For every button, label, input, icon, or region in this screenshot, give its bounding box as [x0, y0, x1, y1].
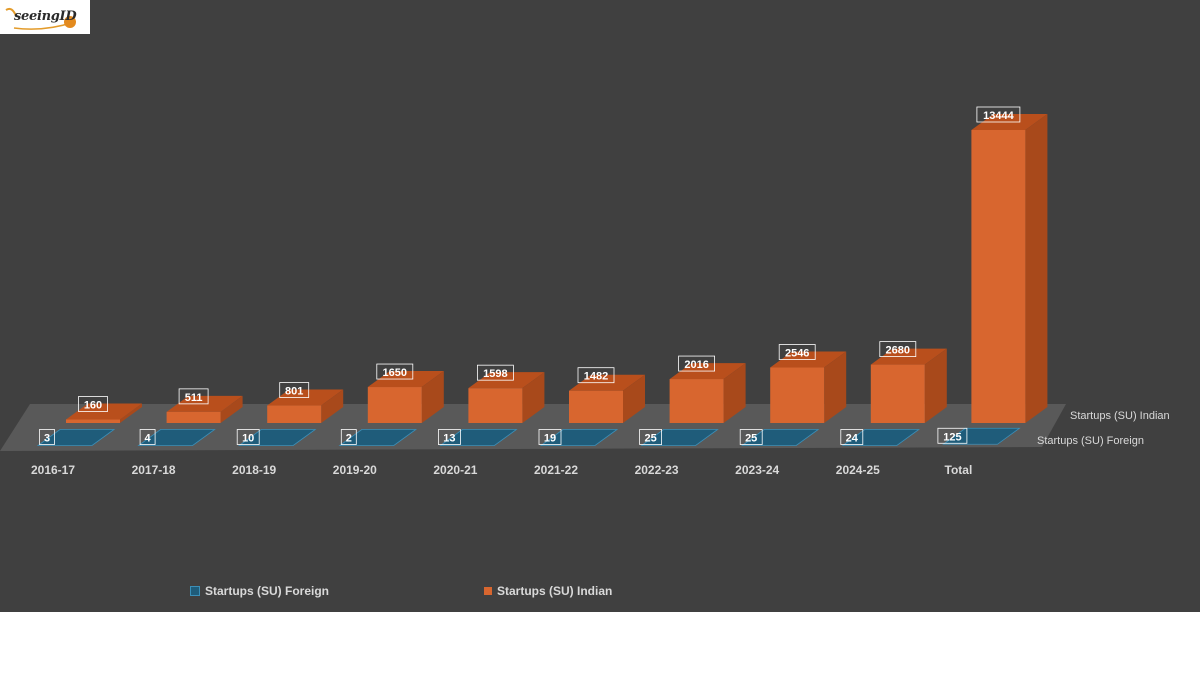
indian-bar-2020-21 [468, 388, 523, 423]
indian-value-label-2021-22-box [577, 367, 615, 384]
indian-value-label-2016-17-box [78, 396, 108, 412]
indian-value-label-2023-24: 2546 [785, 348, 809, 360]
indian-value-label-2018-19: 801 [285, 386, 303, 398]
legend-item-indian[interactable]: Startups (SU) Indian [484, 584, 612, 598]
foreign-bar-2019-20 [338, 429, 418, 446]
foreign-bar-2017-18 [137, 429, 216, 446]
indian-value-label-2024-25: 2680 [886, 345, 910, 357]
foreign-value-label-Total-box [937, 427, 968, 444]
indian-value-label-2022-23: 2016 [684, 359, 708, 371]
indian-bar-2017-18 [166, 411, 221, 423]
x-tick-label-2016-17: 2016-17 [31, 463, 75, 477]
foreign-value-label-2023-24: 25 [745, 433, 757, 445]
foreign-value-label-2020-21: 13 [443, 433, 455, 445]
foreign-value-label-2017-18-box [139, 429, 156, 445]
foreign-bar-Total [942, 427, 1021, 445]
indian-value-label-2024-25-box [879, 341, 917, 357]
legend-swatch-foreign [190, 586, 200, 596]
indian-bar-side-2019-20 [421, 371, 444, 423]
indian-value-label-2021-22: 1482 [584, 371, 608, 383]
foreign-value-label-2018-19: 10 [242, 433, 254, 445]
chart-3d-bars: Startups (SU) Indian Startups (SU) Foreig… [0, 106, 1170, 477]
chart-area: seeingID Startups (SU) Indian Startups (S… [0, 0, 1200, 612]
foreign-value-label-2022-23: 25 [644, 433, 656, 445]
foreign-value-label-2022-23-box [639, 429, 662, 445]
foreign-value-label-2016-17-box [39, 429, 55, 445]
indian-bar-2024-25 [870, 364, 925, 423]
indian-bar-side-2018-19 [321, 389, 344, 423]
legend-label-foreign: Startups (SU) Foreign [205, 584, 330, 598]
foreign-bar-2018-19 [237, 429, 317, 446]
foreign-value-label-2020-21-box [437, 429, 461, 445]
foreign-bar-2021-22 [539, 429, 619, 446]
indian-bar-side-Total [1025, 114, 1048, 423]
indian-bar-2018-19 [267, 405, 322, 423]
indian-bar-side-2021-22 [623, 374, 645, 423]
foreign-value-label-2019-20: 2 [346, 433, 352, 445]
indian-bar-side-2022-23 [723, 363, 746, 423]
indian-value-label-2020-21: 1598 [483, 368, 507, 380]
foreign-bar-2020-21 [439, 429, 518, 446]
indian-value-label-2018-19-box [279, 382, 310, 398]
logo: seeingID [0, 0, 90, 34]
x-tick-label-2020-21: 2020-21 [433, 463, 477, 477]
x-tick-label-2022-23: 2022-23 [635, 463, 679, 477]
x-tick-label-2023-24: 2023-24 [735, 463, 779, 477]
series-row-label-foreign: Startups (SU) Foreign [1037, 435, 1144, 447]
foreign-bar-2016-17 [36, 429, 116, 446]
foreign-value-label-2023-24-box [739, 429, 763, 445]
foreign-value-label-2024-25: 24 [846, 433, 859, 445]
indian-value-label-2023-24-box [778, 344, 816, 360]
indian-value-label-2017-18: 511 [185, 392, 203, 404]
indian-bar-2023-24 [770, 367, 825, 423]
foreign-value-label-2018-19-box [236, 429, 260, 445]
legend-label-indian: Startups (SU) Indian [497, 584, 613, 598]
indian-bar-side-2020-21 [522, 372, 545, 423]
indian-value-label-2017-18-box [178, 388, 209, 405]
indian-bar-2022-23 [669, 379, 724, 423]
logo-text: seeingID [14, 9, 77, 24]
indian-bar-side-2023-24 [824, 351, 847, 423]
foreign-value-label-2016-17: 3 [44, 433, 50, 445]
foreign-bar-2023-24 [740, 429, 820, 446]
indian-value-label-2020-21-box [476, 364, 514, 381]
indian-bar-Total [971, 130, 1026, 423]
x-tick-label-2024-25: 2024-25 [836, 463, 880, 477]
indian-value-label-2022-23-box [678, 355, 715, 372]
foreign-value-label-Total: 125 [943, 431, 961, 443]
indian-value-label-2019-20-box [376, 363, 414, 380]
indian-bar-side-2016-17 [120, 403, 142, 423]
indian-bar-side-2024-25 [924, 348, 947, 423]
indian-value-label-Total: 13444 [983, 110, 1014, 122]
foreign-value-label-2019-20-box [340, 429, 357, 445]
x-tick-label-2018-19: 2018-19 [232, 463, 276, 477]
indian-value-label-2019-20: 1650 [383, 367, 407, 379]
indian-bar-2021-22 [569, 390, 623, 423]
foreign-value-label-2021-22-box [538, 429, 562, 445]
foreign-value-label-2017-18: 4 [145, 433, 152, 445]
indian-value-label-2016-17: 160 [84, 400, 102, 412]
foreign-value-label-2024-25-box [840, 429, 864, 445]
x-tick-label-2019-20: 2019-20 [333, 463, 377, 477]
logo-swoosh-icon [5, 7, 76, 30]
foreign-bar-2024-25 [841, 429, 921, 446]
indian-bar-2019-20 [367, 387, 422, 423]
series-row-label-indian: Startups (SU) Indian [1070, 410, 1170, 422]
x-tick-label-Total: Total [945, 463, 973, 477]
legend-swatch-indian [484, 587, 492, 595]
indian-bar-side-2017-18 [220, 395, 243, 423]
indian-value-label-Total-box [976, 106, 1021, 123]
foreign-value-label-2021-22: 19 [544, 433, 556, 445]
foreign-bar-2022-23 [640, 429, 719, 446]
x-tick-label-2017-18: 2017-18 [132, 463, 176, 477]
legend-item-foreign[interactable]: Startups (SU) Foreign [190, 584, 329, 598]
indian-bar-2016-17 [66, 419, 120, 423]
x-tick-label-2021-22: 2021-22 [534, 463, 578, 477]
